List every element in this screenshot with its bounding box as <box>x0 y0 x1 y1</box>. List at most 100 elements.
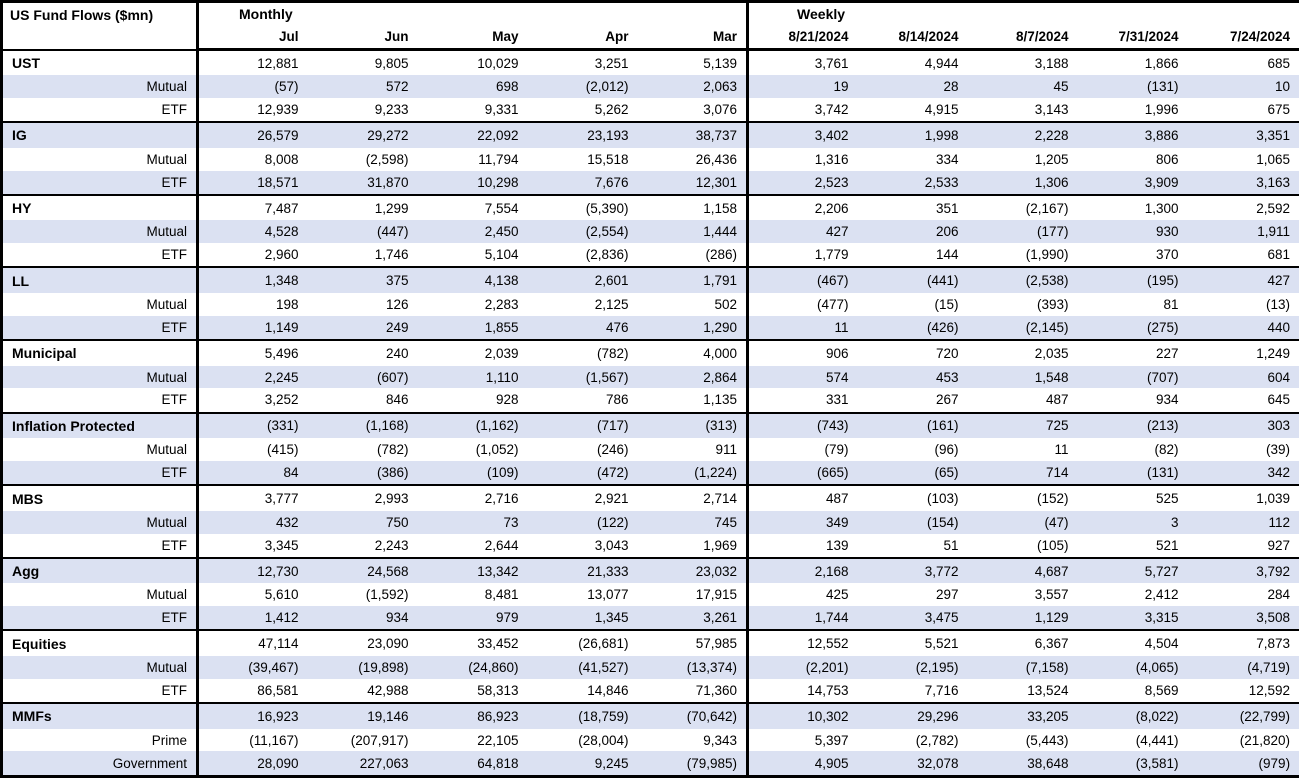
value-cell: 7,716 <box>924 682 959 698</box>
value-cell: 23,090 <box>307 629 418 657</box>
value-cell: 1,791 <box>637 266 748 294</box>
value-cell: 502 <box>714 296 738 312</box>
value-cell: 1,306 <box>1034 174 1069 190</box>
value-cell: (96) <box>934 442 959 458</box>
value-cell: 5,496 <box>197 338 308 366</box>
category-label: Equities <box>1 629 199 657</box>
column-header-7-31-2024: 7/31/2024 <box>1077 25 1188 51</box>
value-cell: 5,521 <box>857 629 968 657</box>
value-cell: (154) <box>927 514 959 530</box>
value-cell: 2,206 <box>746 193 858 221</box>
value-cell: 51 <box>943 537 959 553</box>
value-cell: 7,554 <box>417 193 528 221</box>
value-cell: 9,245 <box>594 755 629 771</box>
value-cell: (1,990) <box>1025 247 1069 263</box>
row-inflation-protected-mutual: Mutual (415) (782) (1,052) (246) 911 (79) (96) 1… <box>1 438 1299 461</box>
category-label: HY <box>1 193 199 221</box>
value-cell: 33,452 <box>417 629 528 657</box>
value-cell: 370 <box>1156 247 1179 263</box>
value-cell: (4,065) <box>1135 659 1179 675</box>
row-ust: UST 12,881 9,805 10,029 3,251 5,139 3,761 4,944… <box>1 48 1299 76</box>
value-cell: (1,224) <box>694 465 738 481</box>
value-cell: 19 <box>746 75 858 98</box>
value-cell: 714 <box>1046 465 1069 481</box>
value-cell: 4,944 <box>857 48 968 76</box>
value-cell: (57) <box>274 79 299 95</box>
value-cell: 10,298 <box>477 174 519 190</box>
value-cell: (2,836) <box>585 247 629 263</box>
row-agg: Agg 12,730 24,568 13,342 21,333 23,032 2,168 3,… <box>1 556 1299 584</box>
value-cell: 685 <box>1187 48 1299 76</box>
value-cell: (447) <box>376 224 409 240</box>
value-cell: (275) <box>1147 319 1179 335</box>
value-cell: 2,644 <box>484 537 519 553</box>
value-cell: (393) <box>1037 296 1069 312</box>
row-mbs: MBS 3,777 2,993 2,716 2,921 2,714 487 (103) (152… <box>1 484 1299 511</box>
value-cell: 3,163 <box>1256 174 1291 190</box>
value-cell: 427 <box>746 220 858 244</box>
value-cell: (386) <box>376 465 409 481</box>
value-cell: 64,818 <box>477 755 519 771</box>
row-hy: HY 7,487 1,299 7,554 (5,390) 1,158 2,206 351 (2,… <box>1 193 1299 221</box>
value-cell: (979) <box>1258 755 1291 771</box>
value-cell: 930 <box>1156 224 1179 240</box>
value-cell: 9,233 <box>374 102 409 117</box>
sub-row-label: ETF <box>1 388 199 413</box>
sub-row-label: Mutual <box>1 75 199 98</box>
value-cell: 3,076 <box>703 102 738 117</box>
value-cell: 574 <box>746 365 858 389</box>
sub-row-label: ETF <box>1 97 199 123</box>
value-cell: (1,168) <box>307 411 418 439</box>
value-cell: (665) <box>746 460 858 486</box>
value-cell: 2,960 <box>264 247 299 263</box>
value-cell: 375 <box>307 266 418 294</box>
value-cell: (1,592) <box>365 587 409 603</box>
sub-row-label: ETF <box>1 170 199 195</box>
row-agg-mutual: Mutual 5,610 (1,592) 8,481 13,077 17,915 425 29… <box>1 583 1299 607</box>
value-cell: 342 <box>1267 465 1291 481</box>
value-cell: 3,886 <box>1077 121 1188 148</box>
row-equities-mutual: Mutual (39,467) (19,898) (24,860) (41,527) (1… <box>1 656 1299 679</box>
sub-row-label: ETF <box>1 460 199 486</box>
value-cell: 3,043 <box>594 537 629 553</box>
value-cell: 139 <box>746 533 858 558</box>
row-mbs-etf: ETF 3,345 2,243 2,644 3,043 1,969 139 51 (105) 52… <box>1 533 1299 558</box>
value-cell: 29,296 <box>857 701 968 729</box>
row-equities-etf: ETF 86,581 42,988 58,313 14,846 71,360 14,753 7… <box>1 678 1299 703</box>
column-header-8-21-2024: 8/21/2024 <box>746 25 858 51</box>
value-cell: 1,135 <box>703 392 738 408</box>
value-cell: 17,915 <box>695 587 738 603</box>
category-label: MMFs <box>1 701 199 729</box>
value-cell: 927 <box>1267 537 1291 553</box>
value-cell: 487 <box>1046 392 1069 408</box>
value-cell: (105) <box>1037 537 1069 553</box>
value-cell: 1,205 <box>1034 151 1069 167</box>
value-cell: 14,846 <box>587 682 629 698</box>
value-cell: 31,870 <box>367 174 409 190</box>
sub-row-label: Mutual <box>1 510 199 534</box>
value-cell: 303 <box>1187 411 1299 439</box>
value-cell: 81 <box>1163 296 1179 312</box>
value-cell: (415) <box>266 442 299 458</box>
column-header-8-14-2024: 8/14/2024 <box>857 25 968 51</box>
value-cell: 3,792 <box>1187 556 1299 584</box>
value-cell: 2,245 <box>264 369 299 385</box>
value-cell: 1,158 <box>637 193 748 221</box>
value-cell: (477) <box>746 293 858 316</box>
value-cell: 453 <box>936 369 959 385</box>
value-cell: 1,039 <box>1187 484 1299 511</box>
column-headers-row: Jul Jun May Apr Mar 8/21/2024 8/14/2024 8/7/202… <box>2 25 1299 51</box>
value-cell: (331) <box>197 411 308 439</box>
value-cell: 2,714 <box>637 484 748 511</box>
category-label: Inflation Protected <box>1 411 199 439</box>
value-cell: 29,272 <box>307 121 418 148</box>
value-cell: 1,911 <box>1257 224 1291 240</box>
value-cell: 73 <box>503 514 519 530</box>
value-cell: (7,158) <box>1025 659 1069 675</box>
value-cell: (782) <box>376 442 409 458</box>
value-cell: (39) <box>1266 442 1291 458</box>
value-cell: 3,475 <box>924 610 959 626</box>
value-cell: 427 <box>1187 266 1299 294</box>
value-cell: 1,290 <box>703 319 738 335</box>
value-cell: 440 <box>1267 319 1291 335</box>
